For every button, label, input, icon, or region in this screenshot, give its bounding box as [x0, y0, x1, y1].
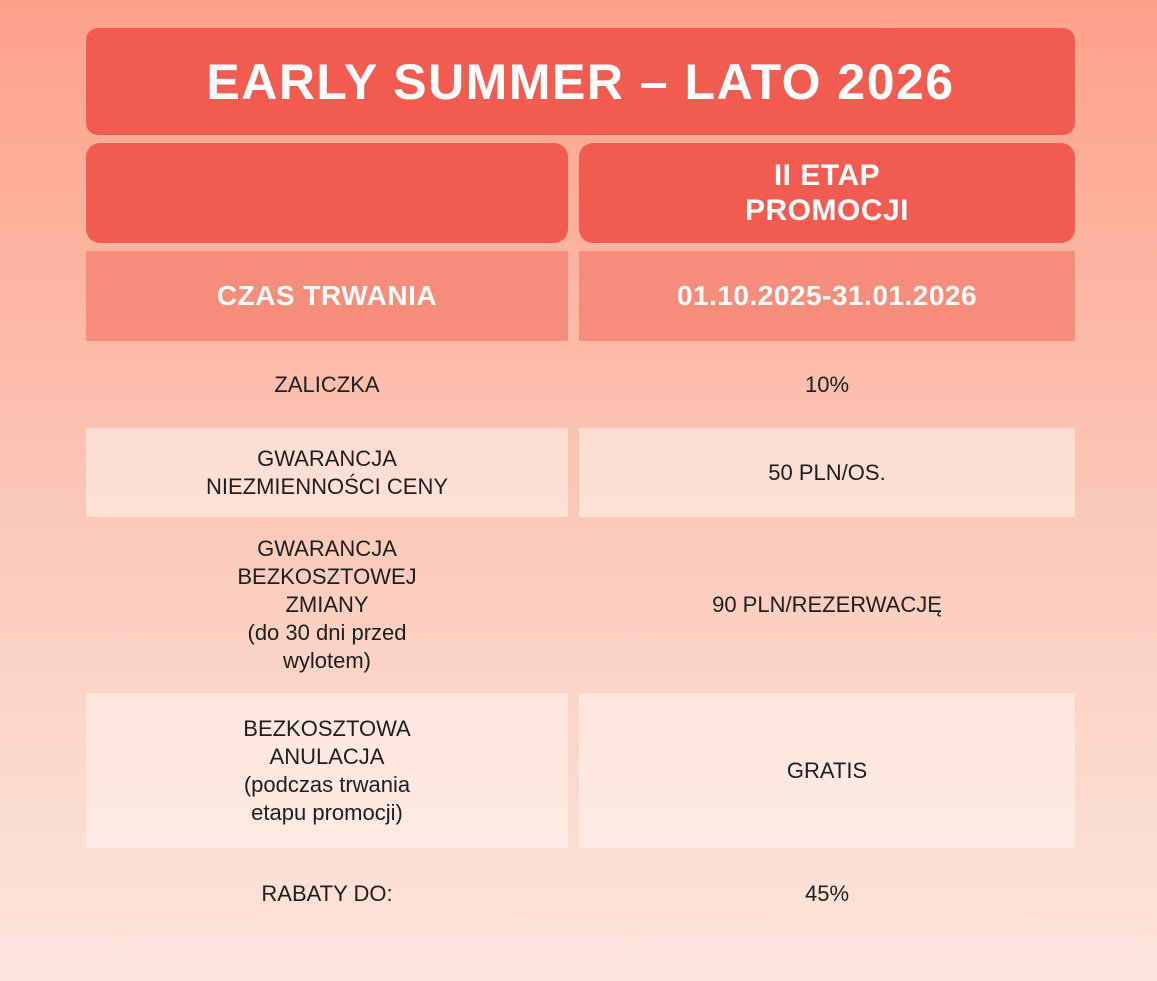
change-guarantee-row: GWARANCJA BEZKOSZTOWEJ ZMIANY (do 30 dni…	[86, 517, 1075, 693]
change-guarantee-value-cell: 90 PLN/REZERWACJĘ	[579, 517, 1075, 693]
stage-header-cell: II ETAP PROMOCJI	[579, 143, 1075, 243]
stage-header-empty-cell	[86, 143, 568, 243]
discounts-label: RABATY DO:	[261, 881, 393, 906]
deposit-value: 10%	[804, 371, 850, 397]
discounts-value: 45%	[804, 881, 850, 906]
change-guarantee-value: 90 PLN/REZERWACJĘ	[712, 592, 942, 617]
poster-title: EARLY SUMMER – LATO 2026	[206, 53, 955, 110]
deposit-label-cell: ZALICZKA	[86, 341, 568, 428]
cancellation-value: GRATIS	[786, 757, 868, 783]
cancellation-label-cell: BEZKOSZTOWA ANULACJA (podczas trwania et…	[86, 693, 568, 848]
duration-row: CZAS TRWANIA 01.10.2025-31.01.2026	[86, 251, 1075, 341]
discounts-label-cell: RABATY DO:	[86, 848, 568, 940]
deposit-label: ZALICZKA	[274, 371, 380, 397]
duration-label-cell: CZAS TRWANIA	[86, 251, 568, 341]
price-guarantee-label-cell: GWARANCJA NIEZMIENNOŚCI CENY	[86, 428, 568, 517]
stage-header-row: II ETAP PROMOCJI	[86, 143, 1075, 243]
price-guarantee-row: GWARANCJA NIEZMIENNOŚCI CENY 50 PLN/OS.	[86, 428, 1075, 517]
price-guarantee-label: GWARANCJA NIEZMIENNOŚCI CENY	[205, 445, 449, 499]
title-bar: EARLY SUMMER – LATO 2026	[86, 28, 1075, 135]
deposit-row: ZALICZKA 10%	[86, 341, 1075, 428]
change-guarantee-label: GWARANCJA BEZKOSZTOWEJ ZMIANY (do 30 dni…	[237, 536, 417, 673]
change-guarantee-label-cell: GWARANCJA BEZKOSZTOWEJ ZMIANY (do 30 dni…	[86, 517, 568, 693]
duration-value-cell: 01.10.2025-31.01.2026	[579, 251, 1075, 341]
price-guarantee-value: 50 PLN/OS.	[768, 459, 886, 485]
duration-value: 01.10.2025-31.01.2026	[676, 280, 978, 311]
discounts-value-cell: 45%	[579, 848, 1075, 940]
stage-header-label: II ETAP PROMOCJI	[744, 159, 910, 227]
price-guarantee-value-cell: 50 PLN/OS.	[579, 428, 1075, 517]
deposit-value-cell: 10%	[579, 341, 1075, 428]
cancellation-row: BEZKOSZTOWA ANULACJA (podczas trwania et…	[86, 693, 1075, 848]
cancellation-label: BEZKOSZTOWA ANULACJA (podczas trwania et…	[243, 715, 411, 825]
duration-label: CZAS TRWANIA	[216, 280, 438, 311]
cancellation-value-cell: GRATIS	[579, 693, 1075, 848]
discounts-row: RABATY DO: 45%	[86, 848, 1075, 940]
promo-table: EARLY SUMMER – LATO 2026 II ETAP PROMOCJ…	[86, 28, 1075, 940]
